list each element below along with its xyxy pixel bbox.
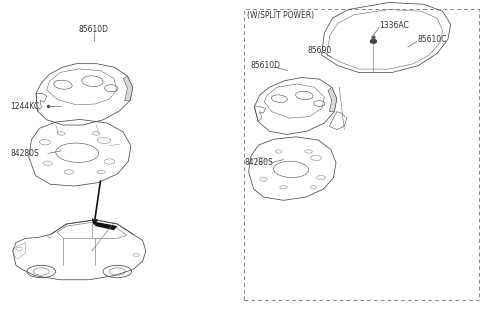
Text: 85610C: 85610C <box>418 35 447 44</box>
Text: 85610D: 85610D <box>251 61 280 70</box>
Polygon shape <box>328 87 337 112</box>
Bar <box>244 9 479 300</box>
Text: 1244KC: 1244KC <box>11 102 40 111</box>
Text: 85610D: 85610D <box>79 25 108 34</box>
Text: 85690: 85690 <box>307 46 332 54</box>
Polygon shape <box>95 222 117 230</box>
Text: (W/SPLIT POWER): (W/SPLIT POWER) <box>247 11 314 20</box>
Circle shape <box>370 39 377 44</box>
Text: 1336AC: 1336AC <box>379 21 409 29</box>
Text: 84280S: 84280S <box>11 149 39 158</box>
Text: 84280S: 84280S <box>245 158 274 167</box>
Polygon shape <box>123 76 133 100</box>
